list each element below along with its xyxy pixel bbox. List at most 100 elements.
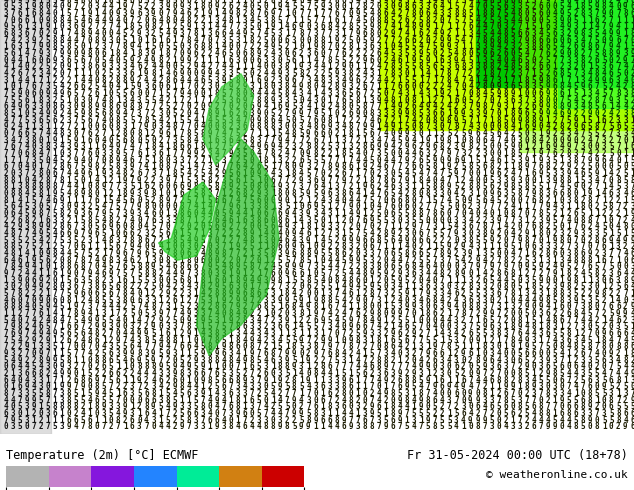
Text: 9: 9	[461, 383, 466, 392]
Text: 5: 5	[426, 182, 430, 191]
Text: 9: 9	[356, 209, 360, 218]
Text: 3: 3	[257, 416, 261, 425]
Text: 1: 1	[116, 276, 120, 285]
Text: 6: 6	[546, 309, 550, 318]
Text: 6: 6	[144, 389, 149, 398]
Text: 0: 0	[411, 309, 417, 318]
Text: 8: 8	[151, 302, 156, 311]
Text: 3: 3	[524, 276, 529, 285]
Text: 6: 6	[398, 196, 403, 205]
Text: 5: 5	[179, 409, 184, 418]
Text: 1: 1	[348, 369, 353, 378]
Text: 0: 0	[193, 122, 198, 131]
Text: 4: 4	[398, 282, 403, 292]
Text: 3: 3	[440, 302, 444, 311]
Text: 6: 6	[419, 149, 424, 158]
Text: 9: 9	[482, 322, 487, 331]
Text: 2: 2	[130, 282, 134, 292]
Text: 0: 0	[250, 156, 254, 165]
Text: 1: 1	[24, 409, 29, 418]
Text: 0: 0	[560, 222, 564, 231]
Text: 7: 7	[151, 89, 156, 98]
Text: 1: 1	[53, 396, 57, 405]
Text: 7: 7	[546, 336, 550, 345]
Text: 8: 8	[10, 175, 15, 185]
Text: 4: 4	[468, 2, 473, 11]
Text: 6: 6	[398, 376, 403, 385]
Text: 3: 3	[264, 296, 268, 305]
Text: 5: 5	[531, 22, 536, 31]
Text: 5: 5	[440, 243, 444, 251]
Text: 0: 0	[503, 249, 508, 258]
Text: 7: 7	[67, 29, 71, 38]
Text: 9: 9	[370, 0, 374, 4]
Text: 9: 9	[313, 349, 318, 358]
Text: 5: 5	[531, 316, 536, 325]
Text: 2: 2	[356, 396, 360, 405]
Text: 3: 3	[243, 22, 247, 31]
Text: 2: 2	[221, 256, 226, 265]
Text: 5: 5	[602, 389, 607, 398]
Text: 0: 0	[193, 209, 198, 218]
Text: 4: 4	[320, 209, 325, 218]
Text: 6: 6	[3, 162, 8, 171]
Polygon shape	[203, 74, 254, 165]
Text: 2: 2	[623, 396, 628, 405]
Text: 9: 9	[193, 356, 198, 365]
Text: 6: 6	[123, 229, 127, 238]
Text: 5: 5	[81, 216, 86, 224]
Text: 7: 7	[24, 349, 29, 358]
Text: 5: 5	[489, 316, 494, 325]
Text: 9: 9	[496, 102, 501, 111]
Text: 5: 5	[200, 169, 205, 178]
Text: 2: 2	[567, 122, 571, 131]
Text: 8: 8	[510, 289, 515, 298]
Text: 4: 4	[574, 129, 578, 138]
Text: 7: 7	[553, 55, 557, 65]
Text: 3: 3	[200, 182, 205, 191]
Text: 4: 4	[200, 122, 205, 131]
Text: 7: 7	[257, 402, 261, 412]
Text: 1: 1	[179, 349, 184, 358]
Text: 5: 5	[123, 343, 127, 351]
Text: 8: 8	[595, 96, 600, 104]
Text: 0: 0	[109, 416, 113, 425]
Text: 0: 0	[172, 62, 177, 71]
Text: 6: 6	[214, 0, 219, 4]
Text: 0: 0	[419, 316, 424, 325]
Text: 7: 7	[81, 302, 86, 311]
Text: 6: 6	[271, 116, 276, 124]
Text: 7: 7	[144, 343, 149, 351]
Text: 1: 1	[341, 142, 346, 151]
Text: 5: 5	[200, 343, 205, 351]
Text: 8: 8	[102, 356, 107, 365]
Text: 9: 9	[433, 156, 437, 165]
Text: 9: 9	[510, 142, 515, 151]
Text: 6: 6	[102, 49, 107, 58]
Text: 8: 8	[207, 175, 212, 185]
Text: 2: 2	[257, 296, 261, 305]
Text: 0: 0	[39, 89, 43, 98]
Text: 5: 5	[31, 109, 36, 118]
Text: 5: 5	[3, 49, 8, 58]
Text: 2: 2	[60, 116, 64, 124]
Text: 2: 2	[419, 329, 424, 338]
Text: 5: 5	[53, 209, 57, 218]
Text: 6: 6	[616, 302, 621, 311]
Text: 2: 2	[39, 416, 43, 425]
Text: 5: 5	[10, 109, 15, 118]
Text: 8: 8	[581, 29, 585, 38]
Text: 9: 9	[151, 243, 156, 251]
Text: 5: 5	[630, 162, 634, 171]
Text: 8: 8	[67, 42, 71, 51]
Text: 6: 6	[313, 402, 318, 412]
Text: 4: 4	[130, 289, 134, 298]
Text: 0: 0	[158, 282, 163, 292]
Text: 2: 2	[10, 216, 15, 224]
Text: 1: 1	[411, 0, 417, 4]
Text: 1: 1	[489, 116, 494, 124]
Text: 8: 8	[630, 349, 634, 358]
Text: 8: 8	[411, 22, 417, 31]
Text: 3: 3	[496, 322, 501, 331]
Text: 1: 1	[94, 169, 100, 178]
